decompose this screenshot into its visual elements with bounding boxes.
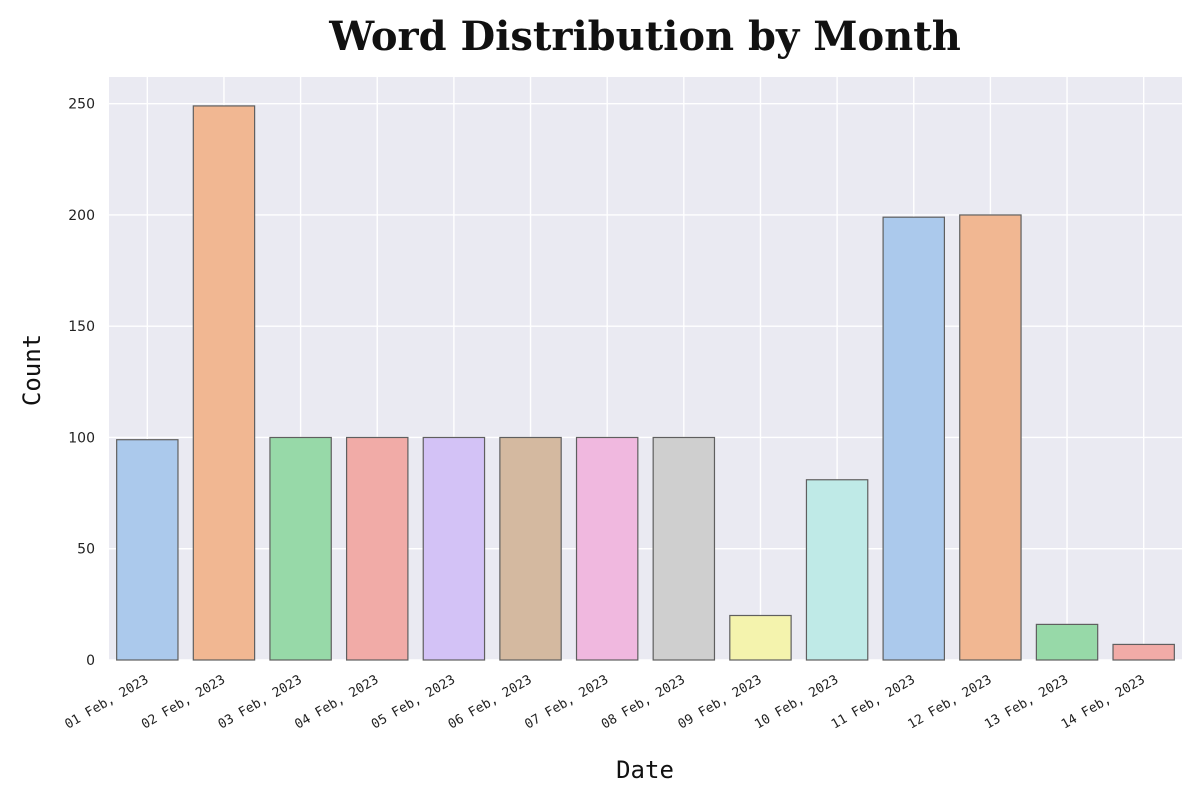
- bar: [805, 479, 869, 661]
- x-tick-label: 13 Feb, 2023: [982, 672, 1071, 732]
- bar: [652, 436, 716, 661]
- bar: [345, 436, 409, 661]
- chart-title: Word Distribution by Month: [328, 13, 961, 60]
- bar: [729, 614, 792, 661]
- y-axis-label: Count: [18, 334, 46, 406]
- bar: [499, 436, 562, 661]
- y-tick-label: 0: [86, 653, 95, 669]
- y-tick-label: 100: [68, 430, 95, 446]
- bar: [1112, 643, 1175, 661]
- bar: [1035, 623, 1099, 661]
- x-tick-label: 07 Feb, 2023: [522, 672, 611, 732]
- x-tick-label: 05 Feb, 2023: [369, 672, 458, 732]
- y-tick-label: 50: [77, 542, 95, 558]
- y-tick-label: 250: [68, 97, 95, 113]
- x-tick-label: 09 Feb, 2023: [676, 672, 765, 732]
- x-axis-label: Date: [616, 756, 674, 784]
- x-tick-label: 11 Feb, 2023: [829, 672, 918, 732]
- x-tick-label: 10 Feb, 2023: [752, 672, 841, 732]
- bar: [116, 439, 179, 661]
- bar: [959, 214, 1022, 661]
- x-tick-label: 06 Feb, 2023: [446, 672, 535, 732]
- bar: [575, 436, 639, 661]
- x-tick-label: 08 Feb, 2023: [599, 672, 688, 732]
- x-tick-label: 14 Feb, 2023: [1059, 672, 1148, 732]
- bar: [882, 216, 946, 661]
- y-axis-ticks: 0 50 100 150 200 250: [68, 97, 95, 669]
- y-tick-label: 200: [68, 208, 95, 224]
- x-tick-label: 04 Feb, 2023: [292, 672, 381, 732]
- bar: [422, 436, 486, 661]
- bar: [269, 436, 332, 661]
- x-tick-label: 02 Feb, 2023: [139, 672, 228, 732]
- x-tick-label: 01 Feb, 2023: [62, 672, 151, 732]
- bar: [192, 105, 256, 661]
- bars-layer: [116, 105, 1175, 661]
- x-tick-label: 03 Feb, 2023: [216, 672, 305, 732]
- x-tick-label: 12 Feb, 2023: [906, 672, 995, 732]
- y-tick-label: 150: [68, 319, 95, 335]
